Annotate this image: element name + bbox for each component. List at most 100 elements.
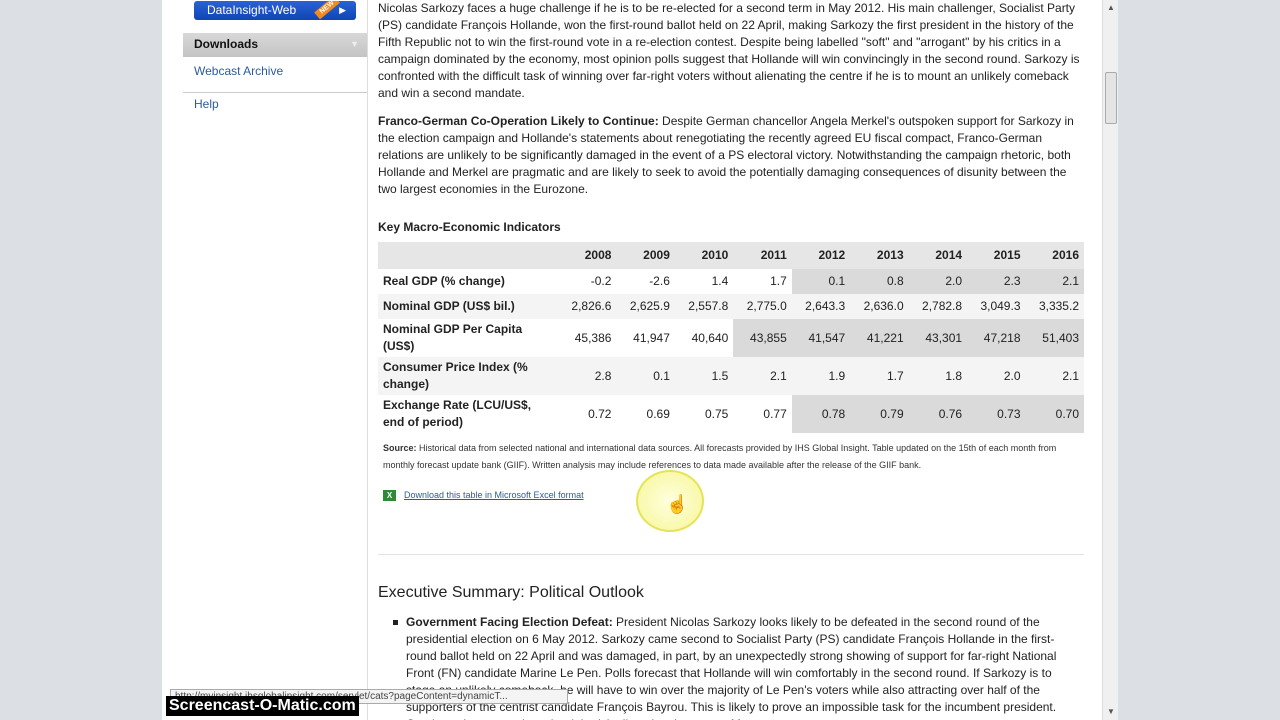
table-cell: 2,782.8 [908,294,968,319]
sidebar: DataInsight-Web NEW ▶ Downloads ▼ Webcast A… [183,0,367,720]
table-title: Key Macro-Economic Indicators [378,220,561,234]
section-title: Executive Summary: Political Outlook [378,584,644,601]
table-cell: 43,301 [908,319,968,357]
table-row: Nominal GDP (US$ bil.) 2,826.6 2,625.9 2,55… [378,294,1084,319]
paragraph-sarkozy: Nicolas Sarkozy faces a huge challenge i… [378,1,1080,100]
paragraph-body: Despite German chancellor Angela Merkel'… [378,114,1074,196]
table-cell: 2,775.0 [733,294,792,319]
table-cell: 2,557.8 [674,294,734,319]
table-cell: 3,335.2 [1025,294,1084,319]
table-cell: 51,403 [1025,319,1084,357]
bullet-icon [393,620,398,625]
table-cell: 1.7 [770,274,787,288]
scroll-down-icon[interactable]: ▼ [1107,707,1115,716]
indicators-table: 2008 2009 2010 2011 2012 2013 2014 2015 2016 Rea… [378,242,1084,433]
table-cell: -2.6 [649,274,670,288]
paragraph-title: Franco-German Co-Operation Likely to Con… [378,114,659,128]
table-cell: 1.9 [791,357,851,395]
row-label: Consumer Price Index (% change) [378,357,558,395]
table-cell: 0.1 [791,269,851,294]
sidebar-divider [183,92,367,93]
paragraph-franco-german: Franco-German Co-Operation Likely to Con… [378,113,1084,198]
hand-cursor-icon: ☝ [666,494,689,514]
help-link[interactable]: Help [194,97,219,111]
table-cell: 1.7 [850,357,909,395]
table-cell: 2,625.9 [616,294,675,319]
row-label: Exchange Rate (LCU/US$, end of period) [383,398,532,429]
table-cell: 40,640 [691,330,729,345]
downloads-section-header[interactable]: Downloads ▼ [183,33,367,57]
table-cell: 0.77 [763,406,787,421]
table-cell: -0.2 [590,274,612,288]
table-cell: 0.79 [850,395,909,433]
table-header-row: 2008 2009 2010 2011 2012 2013 2014 2015 2016 [378,242,1084,269]
table-cell: 3,049.3 [967,294,1026,319]
table-cell: 1.4 [711,274,729,288]
source-note: Source: Historical data from selected na… [383,440,1083,474]
table-cell: 0.70 [1025,395,1084,433]
table-cell: 41,547 [791,319,851,357]
column-divider [367,0,368,720]
table-cell: 2.3 [967,269,1026,294]
year-header: 2008 [558,242,617,269]
table-cell: 47,218 [967,319,1026,357]
section-divider [378,554,1084,555]
table-cell: 1.8 [908,357,968,395]
year-header: 2015 [967,242,1026,269]
row-label: Real GDP (% change) [383,274,505,288]
table-cell: 2.0 [908,269,968,294]
source-text: Historical data from selected national a… [383,443,1057,470]
table-cell: 2.1 [733,357,792,395]
chevron-down-icon: ▼ [350,39,359,49]
play-arrow-icon: ▶ [339,5,346,15]
source-label: Source: [383,443,417,453]
row-label: Nominal GDP (US$ bil.) [378,294,558,319]
bullet-item: Government Facing Election Defeat: Presi… [406,614,1082,720]
table-row: Exchange Rate (LCU/US$, end of period) 0.… [378,395,1084,433]
bullet-title: Government Facing Election Defeat: [406,615,613,629]
excel-icon: X [383,490,396,502]
year-header: 2011 [733,242,792,269]
header-blank [378,242,558,269]
table-row: Real GDP (% change) -0.2 -2.6 1.4 1.7 0.1 0.8 2… [378,269,1084,294]
year-header: 2014 [908,242,968,269]
table-cell: 41,947 [633,330,670,345]
year-header: 2013 [850,242,909,269]
row-label: Nominal GDP Per Capita (US$) [383,322,523,353]
table-cell: 0.75 [704,406,729,421]
table-cell: 2.8 [558,357,617,395]
scroll-up-icon[interactable]: ▲ [1107,3,1115,12]
datainsight-web-button[interactable]: DataInsight-Web NEW ▶ [194,1,356,20]
new-badge: NEW [313,1,340,20]
table-cell: 0.1 [616,357,675,395]
table-cell: 1.5 [674,357,734,395]
year-header: 2009 [616,242,675,269]
scroll-thumb[interactable] [1105,72,1117,124]
table-row: Nominal GDP Per Capita (US$) 45,386 41,947… [378,319,1084,357]
browser-page: DataInsight-Web NEW ▶ Downloads ▼ Webcast A… [162,0,1102,720]
watermark-logo: Screencast-O-Matic.com [166,696,359,716]
table-cell: 43,855 [733,319,792,357]
table-row: Consumer Price Index (% change) 2.8 0.1 1.5… [378,357,1084,395]
table-cell: 2.1 [1025,357,1084,395]
downloads-label: Downloads [194,37,259,51]
table-cell: 0.72 [588,406,612,421]
bullet-body: President Nicolas Sarkozy looks likely t… [406,615,1057,720]
table-cell: 0.76 [908,395,968,433]
year-header: 2016 [1025,242,1084,269]
vertical-scrollbar[interactable]: ▲ ▼ [1102,0,1118,720]
year-header: 2010 [674,242,734,269]
table-cell: 2,636.0 [850,294,909,319]
download-label: Download this table in Microsoft Excel f… [404,490,584,500]
webcast-archive-link[interactable]: Webcast Archive [194,64,284,78]
year-header: 2012 [791,242,851,269]
table-cell: 0.69 [646,406,670,421]
download-excel-link[interactable]: X Download this table in Microsoft Excel … [383,487,584,504]
table-cell: 45,386 [574,330,612,345]
table-cell: 2,826.6 [558,294,617,319]
table-cell: 2.1 [1025,269,1084,294]
table-cell: 0.8 [850,269,909,294]
datainsight-label: DataInsight-Web [207,3,297,17]
table-cell: 2.0 [967,357,1026,395]
cursor-highlight [636,470,704,532]
